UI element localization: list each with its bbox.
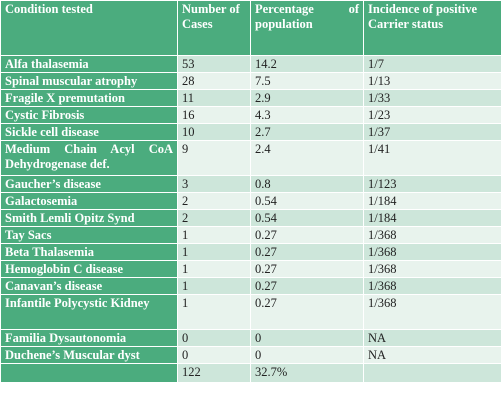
incidence-value: 1/41 [363, 140, 502, 176]
table-row: Hemoglobin C disease 1 0.27 1/368 [0, 260, 502, 278]
table-row: Smith Lemli Opitz Synd 2 0.54 1/184 [0, 209, 502, 227]
percentage-value: 0.27 [250, 226, 364, 244]
condition-name: Hemoglobin C disease [0, 260, 178, 278]
cases-value: 28 [177, 72, 251, 90]
cases-value: 1 [177, 243, 251, 261]
header-cases: Number of Cases [177, 0, 251, 56]
header-percentage-of: of [348, 2, 359, 16]
percentage-value: 2.7 [250, 123, 364, 141]
cases-value: 1 [177, 260, 251, 278]
header-percentage-word: Percentage [255, 2, 314, 16]
header-incidence: Incidence of positive Carrier status [363, 0, 502, 56]
total-row: 122 32.7% [0, 363, 502, 383]
condition-name-line2: Dehydrogenase def. [5, 157, 110, 171]
condition-name: Familia Dysautonomia [0, 329, 178, 347]
incidence-value: 1/23 [363, 106, 502, 124]
header-condition: Condition tested [0, 0, 178, 56]
percentage-value: 0.27 [250, 243, 364, 261]
cases-value: 0 [177, 329, 251, 347]
table-row: Tay Sacs 1 0.27 1/368 [0, 226, 502, 244]
table-row: Infantile Polycystic Kidney 1 0.27 1/368 [0, 294, 502, 330]
condition-name-line1: Medium Chain Acyl CoA [5, 142, 173, 156]
percentage-value: 0.27 [250, 294, 364, 330]
cases-value: 3 [177, 175, 251, 193]
table-row: Duchene’s Muscular dyst 0 0 NA [0, 346, 502, 364]
incidence-value: 1/37 [363, 123, 502, 141]
incidence-value: NA [363, 346, 502, 364]
table-row: Cystic Fibrosis 16 4.3 1/23 [0, 106, 502, 124]
table-row: Spinal muscular atrophy 28 7.5 1/13 [0, 72, 502, 90]
incidence-value: 1/368 [363, 226, 502, 244]
table-row: Medium Chain Acyl CoA Dehydrogenase def.… [0, 140, 502, 176]
cases-value: 11 [177, 89, 251, 107]
table-row: Beta Thalasemia 1 0.27 1/368 [0, 243, 502, 261]
percentage-value: 7.5 [250, 72, 364, 90]
condition-name: Gaucher’s disease [0, 175, 178, 193]
cases-value: 9 [177, 140, 251, 176]
incidence-value: 1/368 [363, 243, 502, 261]
incidence-value: 1/7 [363, 55, 502, 73]
condition-name: Tay Sacs [0, 226, 178, 244]
cases-value: 0 [177, 346, 251, 364]
percentage-value: 0.54 [250, 192, 364, 210]
cases-value: 2 [177, 209, 251, 227]
incidence-value: 1/13 [363, 72, 502, 90]
total-row-label-cell [0, 363, 178, 383]
percentage-value: 0 [250, 346, 364, 364]
percentage-value: 2.4 [250, 140, 364, 176]
header-percentage: Percentage of population [250, 0, 364, 56]
percentage-value: 14.2 [250, 55, 364, 73]
table-row: Fragile X premutation 11 2.9 1/33 [0, 89, 502, 107]
incidence-value: 1/33 [363, 89, 502, 107]
total-cases-value: 122 [177, 363, 251, 383]
condition-name: Cystic Fibrosis [0, 106, 178, 124]
incidence-value: 1/368 [363, 277, 502, 295]
condition-name: Galactosemia [0, 192, 178, 210]
condition-name: Spinal muscular atrophy [0, 72, 178, 90]
percentage-value: 0 [250, 329, 364, 347]
condition-name: Beta Thalasemia [0, 243, 178, 261]
incidence-value: 1/123 [363, 175, 502, 193]
percentage-value: 0.27 [250, 277, 364, 295]
condition-name: Sickle cell disease [0, 123, 178, 141]
incidence-value: 1/368 [363, 294, 502, 330]
condition-name: Infantile Polycystic Kidney [0, 294, 178, 330]
table-row: Sickle cell disease 10 2.7 1/37 [0, 123, 502, 141]
percentage-value: 0.54 [250, 209, 364, 227]
cases-value: 2 [177, 192, 251, 210]
table-row: Galactosemia 2 0.54 1/184 [0, 192, 502, 210]
cases-value: 16 [177, 106, 251, 124]
cases-value: 1 [177, 294, 251, 330]
condition-name: Smith Lemli Opitz Synd [0, 209, 178, 227]
condition-name: Alfa thalasemia [0, 55, 178, 73]
table-row: Alfa thalasemia 53 14.2 1/7 [0, 55, 502, 73]
incidence-value: 1/184 [363, 192, 502, 210]
condition-name: Medium Chain Acyl CoA Dehydrogenase def. [0, 140, 178, 176]
table-row: Familia Dysautonomia 0 0 NA [0, 329, 502, 347]
table-header-row: Condition tested Number of Cases Percent… [0, 0, 502, 56]
incidence-value: 1/184 [363, 209, 502, 227]
percentage-value: 4.3 [250, 106, 364, 124]
condition-name: Canavan’s disease [0, 277, 178, 295]
cases-value: 1 [177, 277, 251, 295]
total-percentage-value: 32.7% [250, 363, 364, 383]
incidence-value: NA [363, 329, 502, 347]
percentage-value: 0.27 [250, 260, 364, 278]
table-row: Gaucher’s disease 3 0.8 1/123 [0, 175, 502, 193]
total-incidence-cell [363, 363, 502, 383]
header-percentage-population: population [255, 17, 313, 31]
condition-name: Fragile X premutation [0, 89, 178, 107]
percentage-value: 0.8 [250, 175, 364, 193]
percentage-value: 2.9 [250, 89, 364, 107]
carrier-screening-table: Condition tested Number of Cases Percent… [0, 0, 502, 383]
cases-value: 10 [177, 123, 251, 141]
table-row: Canavan’s disease 1 0.27 1/368 [0, 277, 502, 295]
cases-value: 1 [177, 226, 251, 244]
cases-value: 53 [177, 55, 251, 73]
incidence-value: 1/368 [363, 260, 502, 278]
condition-name: Duchene’s Muscular dyst [0, 346, 178, 364]
